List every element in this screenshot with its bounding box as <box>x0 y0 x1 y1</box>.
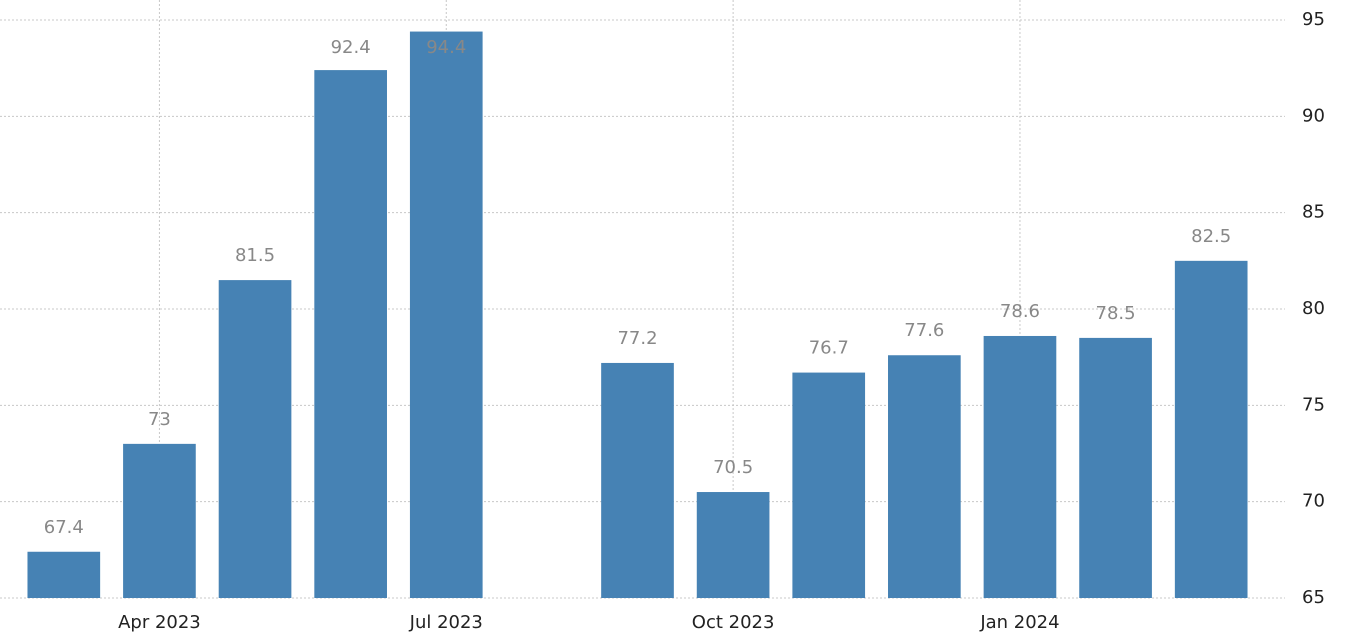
y-tick-label: 90 <box>1302 105 1325 126</box>
value-label: 82.5 <box>1191 226 1231 247</box>
value-label: 73 <box>148 409 171 430</box>
bar <box>27 551 101 598</box>
value-label: 76.7 <box>809 338 849 359</box>
bar <box>696 492 770 598</box>
bar <box>314 70 387 599</box>
bar <box>1174 260 1248 598</box>
y-tick-label: 75 <box>1302 394 1325 415</box>
x-tick-label: Oct 2023 <box>692 612 775 633</box>
value-label: 94.4 <box>426 37 466 58</box>
bar <box>792 372 866 598</box>
value-label: 92.4 <box>331 37 371 58</box>
value-label: 67.4 <box>44 517 84 538</box>
y-tick-label: 70 <box>1302 491 1325 512</box>
x-tick-label: Jan 2024 <box>979 612 1059 633</box>
y-tick-label: 85 <box>1302 202 1325 223</box>
y-tick-label: 80 <box>1302 298 1325 319</box>
value-label: 70.5 <box>713 457 753 478</box>
bar <box>1079 337 1152 598</box>
x-tick-label: Jul 2023 <box>409 612 483 633</box>
value-label: 77.2 <box>617 328 657 349</box>
bar <box>123 443 196 598</box>
value-label: 78.5 <box>1096 303 1136 324</box>
y-tick-label: 95 <box>1302 9 1325 30</box>
x-tick-label: Apr 2023 <box>118 612 201 633</box>
value-label: 77.6 <box>904 320 944 341</box>
bar <box>218 280 292 598</box>
bar <box>409 31 483 599</box>
bar <box>888 355 961 598</box>
y-tick-label: 65 <box>1302 587 1325 608</box>
value-label: 78.6 <box>1000 301 1040 322</box>
bar <box>601 362 674 598</box>
value-label: 81.5 <box>235 245 275 266</box>
bar <box>983 335 1057 598</box>
